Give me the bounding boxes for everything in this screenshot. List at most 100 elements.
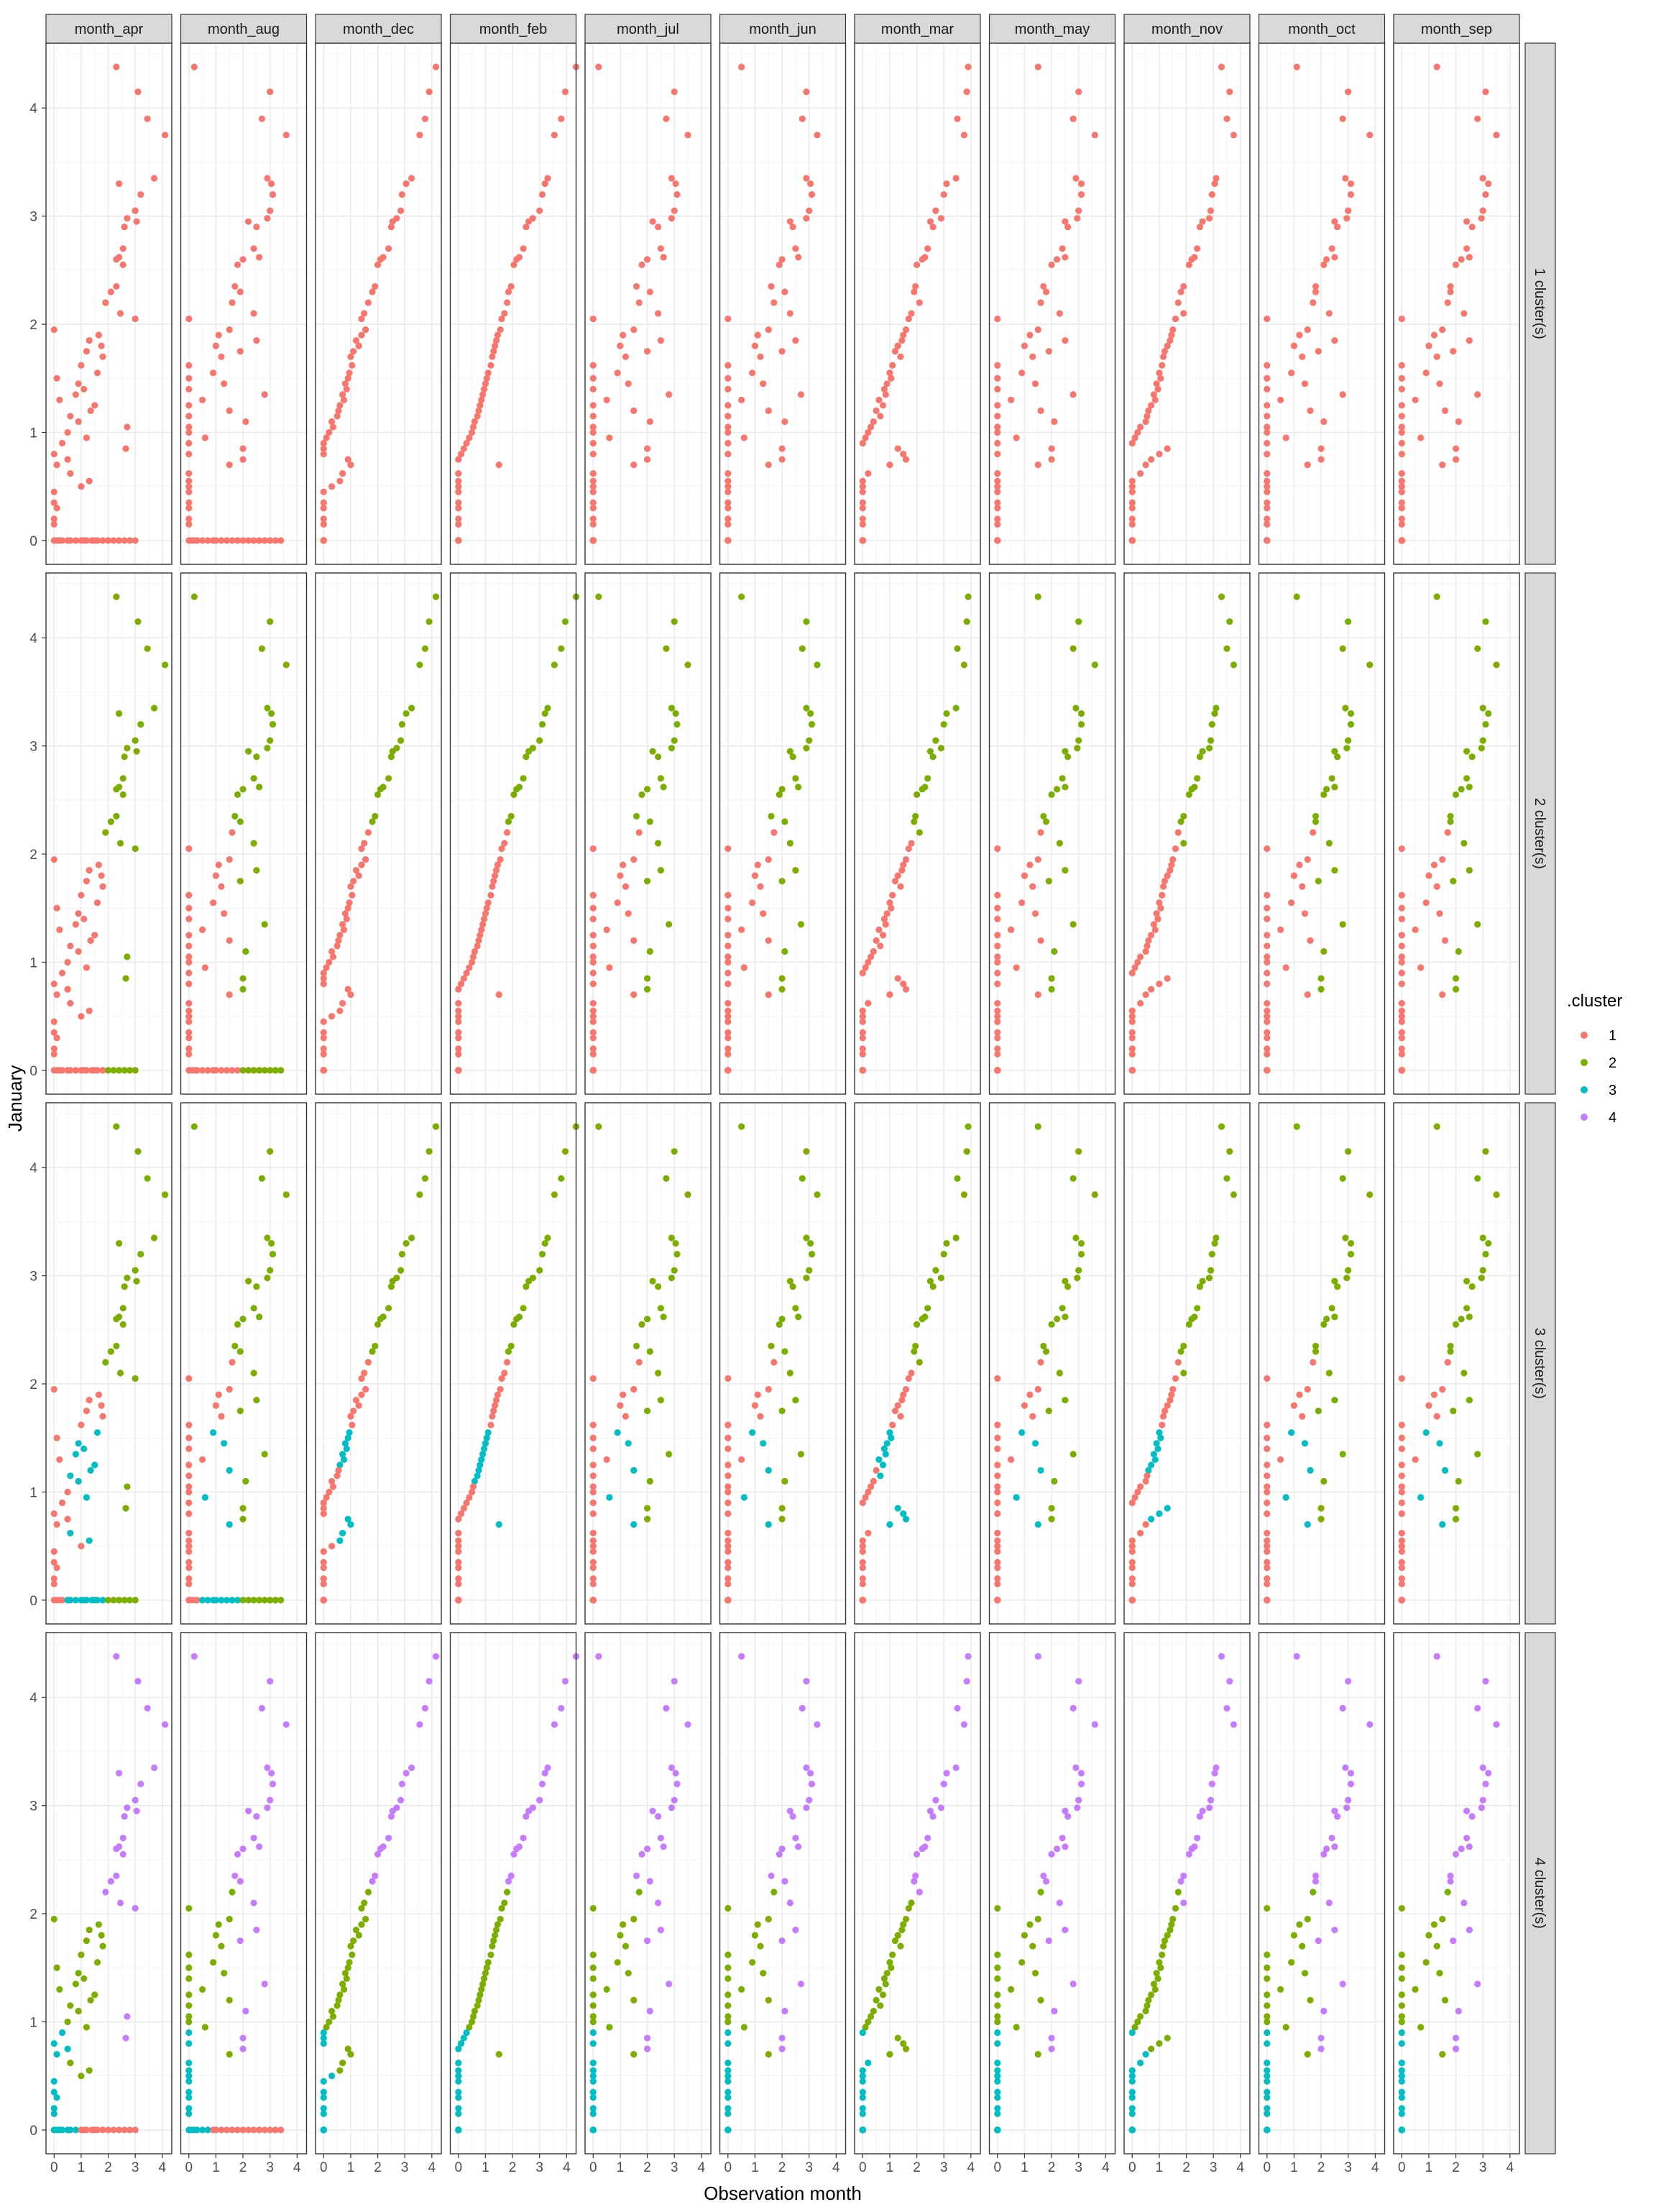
data-point — [778, 256, 786, 263]
data-point — [770, 299, 778, 306]
data-point — [1398, 1543, 1405, 1550]
data-point — [346, 899, 353, 907]
data-point — [1013, 1494, 1020, 1501]
data-point — [724, 505, 732, 512]
data-point — [234, 1597, 242, 1604]
data-point — [1180, 283, 1187, 290]
data-point — [1334, 753, 1341, 761]
data-point — [724, 2073, 732, 2080]
data-point — [110, 537, 117, 544]
data-point — [336, 1537, 344, 1544]
data-point — [234, 1850, 242, 1858]
data-point — [1264, 2110, 1271, 2117]
data-point — [507, 1342, 515, 1350]
data-point — [902, 1515, 910, 1523]
data-point — [589, 375, 597, 382]
data-point — [144, 115, 151, 122]
data-point — [350, 1408, 357, 1415]
data-point — [1347, 191, 1355, 198]
data-point — [121, 537, 128, 544]
data-point — [1339, 391, 1346, 398]
data-point — [1264, 470, 1271, 477]
x-tick-label: 2 — [104, 2160, 112, 2175]
x-tick-label: 1 — [1290, 2160, 1298, 2175]
data-point — [482, 1440, 489, 1447]
data-point — [1264, 915, 1271, 922]
data-point — [814, 132, 821, 139]
data-point — [1339, 1981, 1346, 1988]
data-point — [343, 915, 350, 922]
data-point — [994, 980, 1001, 988]
data-point — [455, 2073, 462, 2080]
data-point — [1277, 396, 1284, 403]
data-point — [1144, 1472, 1151, 1479]
data-point — [891, 878, 899, 885]
data-point — [646, 818, 653, 825]
data-point — [589, 362, 597, 369]
data-point — [482, 1970, 489, 1977]
data-point — [1398, 2105, 1405, 2112]
data-point — [99, 1942, 106, 1950]
data-point — [1128, 1050, 1136, 1057]
data-point — [1051, 1477, 1058, 1485]
data-point — [72, 921, 79, 928]
data-point — [349, 362, 356, 369]
data-point — [937, 745, 945, 752]
data-point — [352, 1397, 360, 1404]
x-tick-label: 1 — [886, 2160, 894, 2175]
data-point — [489, 1413, 496, 1420]
data-point — [589, 1375, 597, 1382]
y-tick-label: 3 — [29, 210, 37, 225]
data-point — [724, 845, 732, 853]
data-point — [1031, 380, 1039, 387]
data-point — [490, 878, 497, 885]
data-point — [1188, 1845, 1195, 1853]
data-point — [643, 786, 651, 793]
data-point — [221, 1970, 228, 1977]
data-point — [894, 445, 901, 452]
data-point — [113, 786, 120, 793]
data-point — [926, 218, 934, 225]
data-point — [98, 1402, 105, 1409]
data-point — [724, 1537, 732, 1544]
data-point — [421, 645, 429, 652]
data-point — [1264, 1564, 1271, 1571]
data-point — [1398, 1375, 1405, 1382]
x-tick-label: 0 — [859, 2160, 867, 2175]
data-point — [724, 1559, 732, 1566]
data-point — [859, 520, 866, 528]
data-point — [1064, 753, 1072, 761]
data-point — [873, 937, 880, 945]
data-point — [150, 1234, 158, 1242]
data-point — [478, 1456, 485, 1463]
data-point — [416, 1721, 423, 1728]
data-point — [1398, 2110, 1405, 2117]
data-point — [1398, 1904, 1405, 1912]
data-point — [185, 477, 193, 485]
data-point — [889, 1421, 896, 1428]
data-point — [236, 288, 244, 295]
data-point — [185, 1034, 193, 1042]
data-point — [256, 1313, 263, 1321]
data-point — [943, 1239, 950, 1247]
data-point — [234, 537, 242, 544]
data-point — [1180, 310, 1187, 317]
data-point — [859, 1050, 866, 1057]
data-point — [1264, 1543, 1271, 1550]
data-point — [965, 1653, 972, 1660]
data-point — [362, 1915, 369, 1923]
data-point — [226, 407, 233, 415]
data-point — [940, 720, 947, 728]
data-point — [1172, 315, 1179, 323]
data-point — [724, 1964, 732, 1971]
data-point — [1045, 348, 1052, 355]
data-point — [1264, 1483, 1271, 1490]
data-point — [320, 1580, 327, 1587]
data-point — [1398, 515, 1405, 523]
data-point — [457, 2039, 465, 2047]
data-point — [498, 845, 505, 853]
data-point — [78, 1543, 85, 1550]
data-point — [1485, 180, 1492, 188]
data-point — [1211, 1239, 1218, 1247]
